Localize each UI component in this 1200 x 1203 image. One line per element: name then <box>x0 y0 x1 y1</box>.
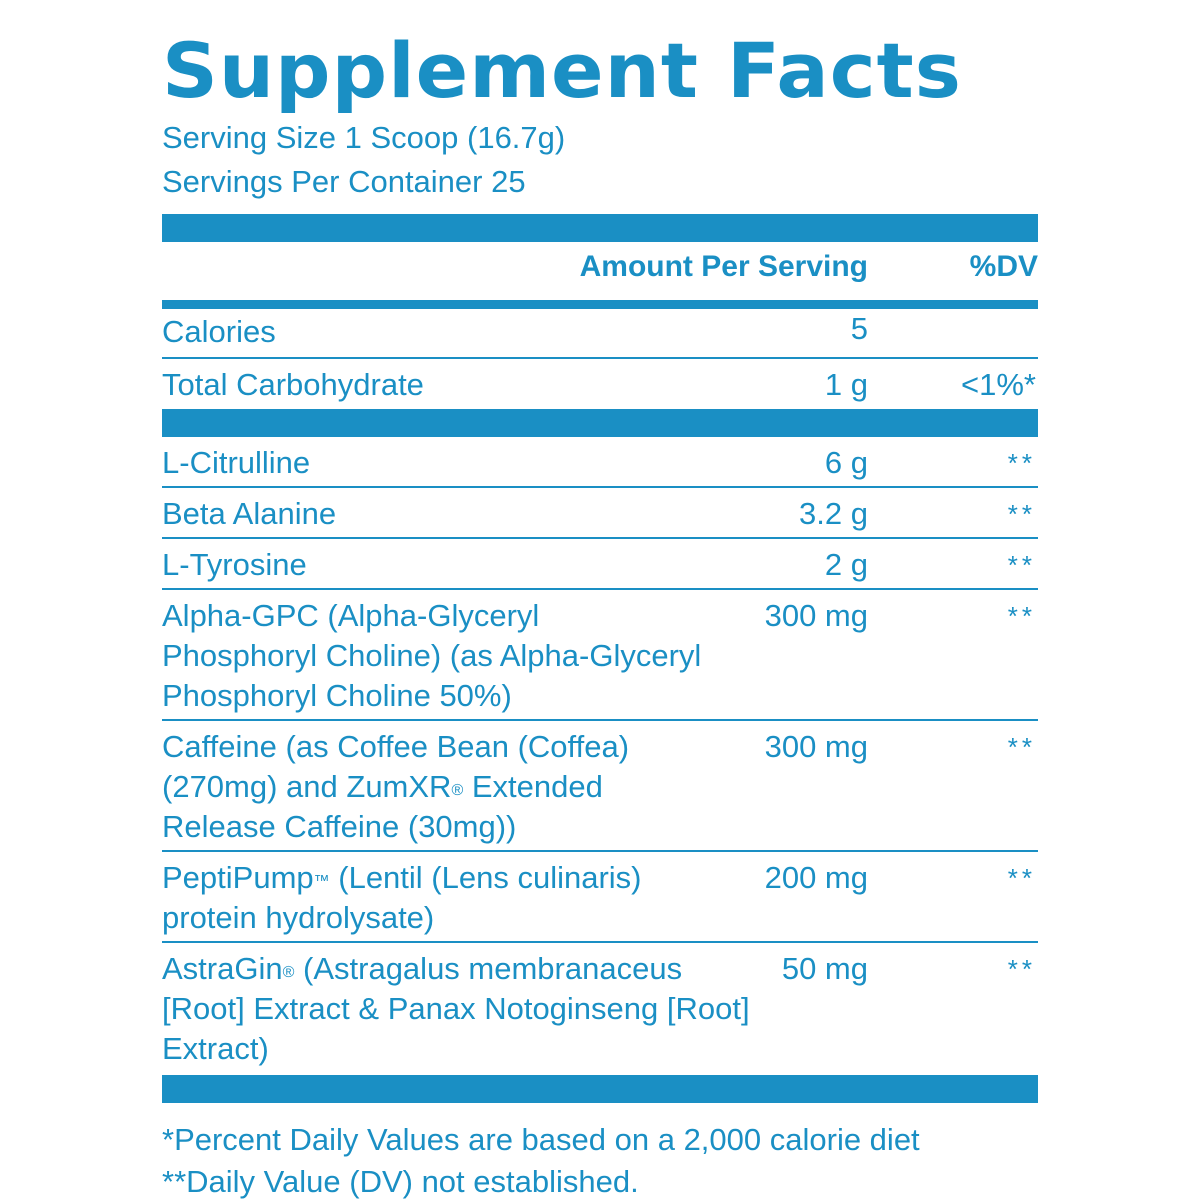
column-header-row: Amount Per Serving %DV <box>162 242 1038 300</box>
thick-divider <box>162 409 1038 437</box>
serving-size: Serving Size 1 Scoop (16.7g) <box>162 120 566 155</box>
registered-mark: ® <box>451 782 464 799</box>
thick-divider <box>162 1075 1038 1103</box>
ingredient-amount: 300 mg <box>764 598 868 633</box>
ingredient-name: Alpha-GPC (Alpha-Glyceryl Phosphoryl Cho… <box>162 598 702 713</box>
ingredient-amount: 300 mg <box>764 729 868 764</box>
ingredient-amount: 2 g <box>824 547 868 582</box>
row-divider <box>162 850 1038 852</box>
trademark: ™ <box>313 873 330 890</box>
nutrient-name: Total Carbohydrate <box>162 367 424 402</box>
ingredient-name: Beta Alanine <box>162 496 337 531</box>
table-row: Caffeine (as Coffee Bean (Coffea) (270mg… <box>162 721 1038 850</box>
row-divider <box>162 719 1038 721</box>
supplement-facts-panel: Supplement Facts Serving Size 1 Scoop (1… <box>162 26 1038 1203</box>
ingredient-amount: 3.2 g <box>799 496 868 531</box>
row-divider <box>162 941 1038 943</box>
ingredient-name: Caffeine (as Coffee Bean (Coffea) (270mg… <box>162 729 630 844</box>
registered-mark: ® <box>282 964 295 981</box>
ingredient-name: L-Citrulline <box>162 445 311 480</box>
row-divider <box>162 537 1038 539</box>
nutrient-dv: <1%* <box>961 367 1036 402</box>
ingredient-amount: 50 mg <box>781 951 868 986</box>
footnote-percent-dv: *Percent Daily Values are based on a 2,0… <box>162 1122 920 1157</box>
ingredient-name: AstraGin® (Astragalus membranaceus [Root… <box>162 951 750 1066</box>
ingredient-dv: ** <box>1007 550 1036 580</box>
table-row: Alpha-GPC (Alpha-Glyceryl Phosphoryl Cho… <box>162 590 1038 719</box>
table-row: L-Citrulline 6 g ** <box>162 437 1038 486</box>
table-row: L-Tyrosine 2 g ** <box>162 539 1038 588</box>
nutrient-amount: 1 g <box>824 367 868 402</box>
footnote-dv-not-established: **Daily Value (DV) not established. <box>162 1164 639 1199</box>
servings-per-container: Servings Per Container 25 <box>162 164 526 199</box>
table-row: AstraGin® (Astragalus membranaceus [Root… <box>162 943 1038 1075</box>
ingredient-name: L-Tyrosine <box>162 547 307 582</box>
nutrient-name: Calories <box>162 314 276 349</box>
ingredient-dv: ** <box>1007 499 1036 529</box>
panel-title: Supplement Facts <box>162 26 962 115</box>
table-row: Calories 5 <box>162 309 1038 357</box>
ingredient-dv: ** <box>1007 863 1036 893</box>
ingredient-amount: 200 mg <box>764 860 868 895</box>
ingredient-dv: ** <box>1007 448 1036 478</box>
row-divider <box>162 357 1038 359</box>
ingredient-dv: ** <box>1007 601 1036 631</box>
table-row: Beta Alanine 3.2 g ** <box>162 488 1038 537</box>
ingredient-amount: 6 g <box>824 445 868 480</box>
table-row: PeptiPump™ (Lentil (Lens culinaris) prot… <box>162 852 1038 941</box>
ingredient-dv: ** <box>1007 732 1036 762</box>
header-divider <box>162 300 1038 309</box>
ingredient-dv: ** <box>1007 954 1036 984</box>
row-divider <box>162 588 1038 590</box>
nutrient-amount: 5 <box>850 311 868 346</box>
row-divider <box>162 486 1038 488</box>
dv-header: %DV <box>969 250 1038 283</box>
ingredient-name: PeptiPump™ (Lentil (Lens culinaris) prot… <box>162 860 642 935</box>
amount-per-serving-header: Amount Per Serving <box>579 250 868 283</box>
thick-divider <box>162 214 1038 242</box>
table-row: Total Carbohydrate 1 g <1%* <box>162 359 1038 409</box>
